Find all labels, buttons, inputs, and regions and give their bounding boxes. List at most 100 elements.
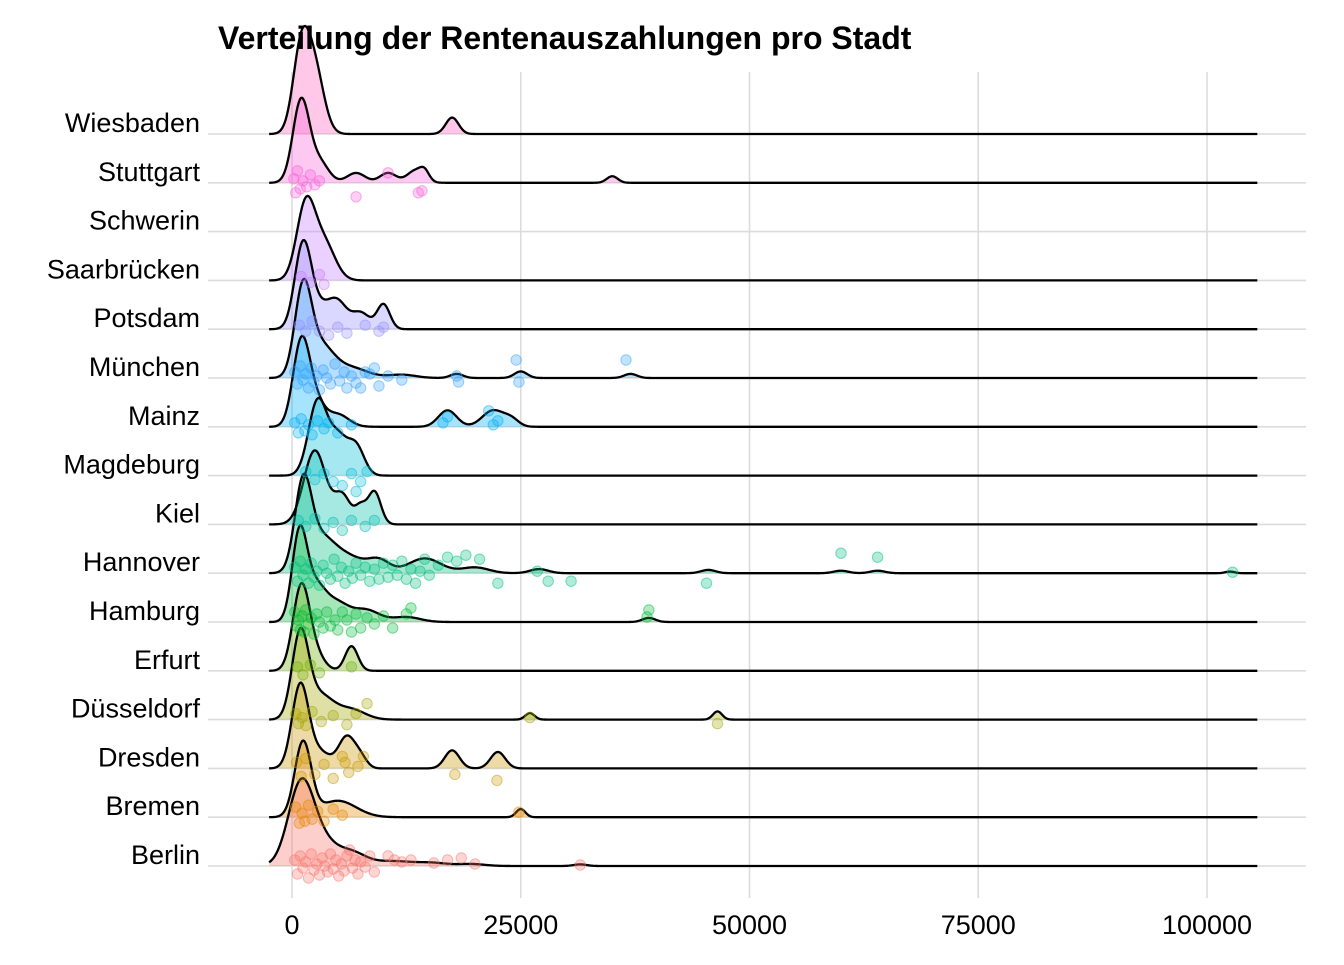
chart-title: Verteilung der Rentenauszahlungen pro St…: [218, 20, 912, 56]
grid-layer: [208, 72, 1306, 898]
data-point: [327, 516, 339, 529]
ridge-line-15: [269, 24, 1258, 136]
data-point: [368, 563, 381, 575]
ridge-line-6: [269, 472, 1258, 575]
data-point: [341, 718, 353, 731]
data-point: [350, 707, 362, 720]
data-point: [321, 606, 333, 618]
data-point: [377, 321, 390, 333]
data-point: [304, 659, 316, 671]
data-point: [416, 185, 428, 197]
data-point: [405, 563, 417, 575]
data-point: [322, 417, 335, 429]
y-label: Bremen: [105, 791, 200, 821]
x-tick-label: 0: [284, 910, 299, 940]
data-point: [291, 661, 304, 673]
data-point: [341, 327, 353, 339]
y-label: Schwerin: [89, 206, 200, 236]
data-point: [361, 612, 373, 624]
ridge-line-3: [269, 626, 1258, 721]
data-point: [295, 770, 307, 783]
data-point: [359, 561, 371, 573]
data-point: [309, 768, 321, 781]
data-point: [345, 419, 358, 431]
data-point: [332, 321, 344, 333]
data-point: [524, 711, 536, 724]
data-point: [309, 512, 321, 525]
x-tick-label: 25000: [483, 910, 558, 940]
data-point: [409, 577, 422, 589]
data-point: [368, 362, 381, 374]
ridge-line-8: [269, 396, 1258, 477]
data-point: [373, 573, 385, 585]
data-point: [620, 354, 632, 366]
data-point: [437, 417, 449, 429]
data-point: [297, 669, 309, 681]
data-point: [341, 382, 353, 394]
y-label: Stuttgart: [98, 157, 201, 187]
data-point: [318, 423, 330, 435]
data-point: [321, 866, 334, 878]
data-point: [311, 415, 324, 427]
data-point: [300, 856, 312, 868]
data-point: [835, 547, 847, 559]
data-point: [449, 768, 461, 781]
data-point: [405, 854, 417, 866]
ridge-line-4: [269, 581, 1258, 672]
label-layer: 0 25000 50000 75000 100000 Berlin Bremen Dresde…: [47, 108, 1252, 940]
data-point: [292, 514, 305, 527]
ridge-fill-8: [269, 397, 1258, 476]
ridge-fill-12: [269, 195, 1258, 281]
data-point: [300, 604, 312, 616]
data-point: [313, 667, 326, 679]
data-point: [304, 276, 316, 289]
data-point: [336, 809, 349, 821]
data-point: [428, 857, 440, 869]
data-point: [321, 567, 333, 579]
data-point: [469, 858, 481, 870]
y-label: Hannover: [83, 547, 200, 577]
data-point: [574, 859, 586, 871]
data-point: [295, 270, 307, 283]
y-label: Hamburg: [89, 596, 200, 626]
ridge-line-14: [269, 96, 1258, 184]
y-label: Erfurt: [134, 645, 201, 675]
data-point: [341, 614, 353, 626]
data-point: [309, 473, 321, 486]
data-point: [350, 191, 362, 203]
data-point: [343, 844, 356, 856]
data-point: [297, 374, 309, 386]
data-point: [296, 610, 308, 622]
data-point: [339, 756, 351, 769]
point-layer: [288, 165, 1239, 884]
data-point: [368, 866, 381, 878]
data-point: [327, 709, 339, 722]
data-point: [300, 752, 312, 765]
data-point: [343, 565, 355, 577]
data-point: [386, 622, 399, 634]
data-point: [297, 175, 309, 187]
data-point: [300, 520, 312, 533]
data-point: [361, 697, 373, 710]
data-point: [871, 551, 884, 563]
data-point: [455, 852, 467, 864]
x-tick-label: 100000: [1162, 910, 1252, 940]
data-point: [305, 557, 317, 569]
data-point: [294, 360, 306, 372]
data-point: [297, 569, 309, 581]
data-point: [1226, 566, 1239, 578]
data-point: [359, 319, 371, 331]
ridge-fill-1: [269, 740, 1258, 818]
ridge-fill-5: [269, 525, 1258, 622]
data-point: [305, 848, 317, 860]
data-point: [313, 579, 326, 591]
ridge-line-12: [269, 194, 1258, 282]
data-point: [302, 618, 315, 630]
data-point: [352, 868, 364, 880]
data-point: [359, 861, 371, 873]
data-point: [460, 549, 472, 561]
data-point: [350, 485, 362, 498]
ridge-fill-9: [269, 335, 1258, 427]
y-label: Magdeburg: [63, 450, 200, 480]
